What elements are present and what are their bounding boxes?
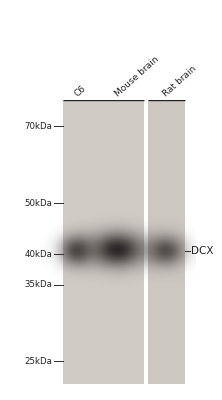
Text: DCX: DCX [190,246,213,256]
Text: Rat brain: Rat brain [161,64,198,98]
Text: C6: C6 [73,84,87,98]
Text: 40kDa: 40kDa [25,250,52,258]
Text: 25kDa: 25kDa [25,357,52,366]
Text: 35kDa: 35kDa [25,280,52,289]
Bar [63,100,144,384]
Text: 70kDa: 70kDa [25,122,52,131]
Text: 50kDa: 50kDa [25,198,52,208]
Text: Mouse brain: Mouse brain [113,54,160,98]
Bar [148,100,185,384]
